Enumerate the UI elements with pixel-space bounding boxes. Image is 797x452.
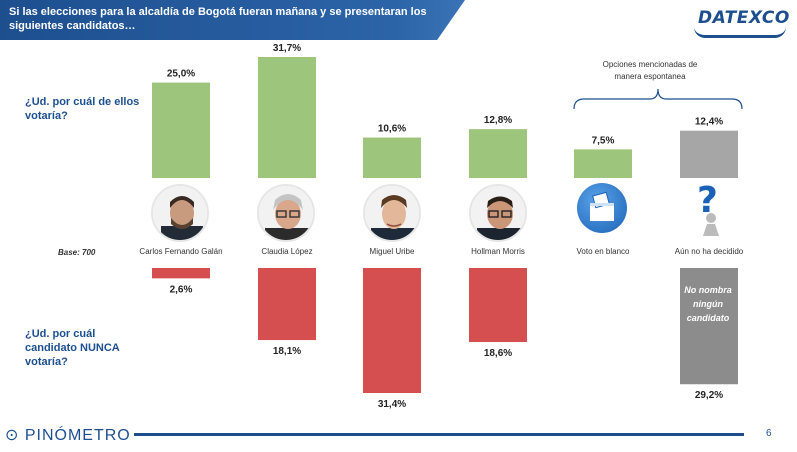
vote-value-label: 10,6% [378,124,406,135]
never-vote-value-label: 18,6% [484,348,512,359]
slide-title: Si las elecciones para la alcaldía de Bo… [9,6,427,32]
category-label: Hollman Morris [471,247,525,256]
never-vote-value-label: 18,1% [273,346,301,357]
category-label: Claudia López [261,247,312,256]
category-label: Carlos Fernando Galán [139,247,222,256]
ballot-box-icon [577,183,627,233]
never-vote-bar [152,268,210,279]
never-vote-value-label: 31,4% [378,399,406,410]
datexco-logo: DATEXCO [698,8,790,28]
never-vote-value-label: 2,6% [170,284,193,295]
vote-value-label: 12,4% [695,117,723,128]
question-never-vote: ¿Ud. por cuál candidato NUNCA votaría? [25,328,120,368]
footer-rule [134,433,744,436]
never-vote-bar [469,268,527,343]
category-label: Miguel Uribe [370,247,415,256]
vote-bar [152,82,210,178]
avatar-lopez [257,184,315,242]
no-nombra-label: No nombra ningún candidato [684,285,732,323]
page-number: 6 [766,428,772,439]
avatar-morris [469,184,527,242]
spontaneous-note: Opciones mencionadas de manera espontane… [602,60,698,81]
never-vote-bar [680,268,738,385]
category-label: Voto en blanco [577,247,630,256]
vote-bar [469,129,527,178]
footer-brand: PINÓMETRO [24,427,131,444]
vote-value-label: 12,8% [484,115,512,126]
vote-bar [363,137,421,178]
vote-value-label: 25,0% [167,69,195,80]
vote-bar [680,130,738,178]
svg-text:?: ? [697,180,718,221]
vote-bar [574,149,632,178]
base-label: Base: 700 [58,248,96,257]
never-vote-bar [363,268,421,393]
vote-value-label: 7,5% [592,135,615,146]
category-label: Aún no ha decidido [675,247,744,256]
question-vote: ¿Ud. por cuál de ellos votaría? [25,96,140,122]
vote-bar [258,57,316,178]
question-mark-icon: ? [683,178,733,238]
never-vote-value-label: 29,2% [695,390,723,401]
logo-swoosh [694,27,786,38]
never-vote-bar [258,268,316,341]
curly-brace [573,88,743,110]
pinometro-logo: ⊙ PINÓMETRO [5,427,131,444]
header-band [0,0,465,40]
avatar-galan [151,184,209,242]
vote-value-label: 31,7% [273,43,301,54]
avatar-uribe [363,184,421,242]
